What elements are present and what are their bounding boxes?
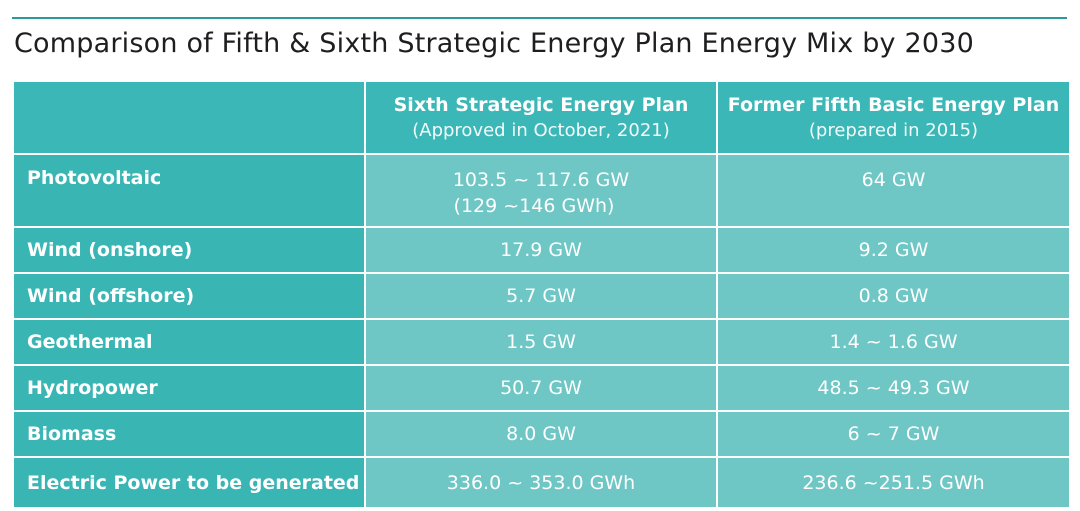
value-fifth-photovoltaic: 64 GW [718,155,1069,226]
row-label-wind-onshore: Wind (onshore) [14,228,364,272]
value-line: 17.9 GW [500,239,582,261]
column-subtitle-sixth: (Approved in October, 2021) [412,119,670,141]
row-label-geothermal: Geothermal [14,320,364,364]
value-sixth-wind-offshore: 5.7 GW [366,274,716,318]
top-rule [12,17,1067,19]
value-line: 5.7 GW [506,285,576,307]
value-sixth-hydropower: 50.7 GW [366,366,716,410]
row-label-biomass: Biomass [14,412,364,456]
value-sixth-geothermal: 1.5 GW [366,320,716,364]
value-fifth-geothermal: 1.4 ~ 1.6 GW [718,320,1069,364]
footnote-cropped [14,500,1064,511]
value-fifth-biomass: 6 ~ 7 GW [718,412,1069,456]
value-fifth-wind-onshore: 9.2 GW [718,228,1069,272]
column-title-fifth: Former Fifth Basic Energy Plan [727,93,1060,116]
value-fifth-hydropower: 48.5 ~ 49.3 GW [718,366,1069,410]
column-title-sixth: Sixth Strategic Energy Plan [393,93,689,116]
column-header-fifth: Former Fifth Basic Energy Plan (prepared… [718,82,1069,153]
column-subtitle-fifth: (prepared in 2015) [808,119,979,141]
header-corner [14,82,364,153]
value-fifth-wind-offshore: 0.8 GW [718,274,1069,318]
energy-mix-table: Sixth Strategic Energy Plan (Approved in… [14,82,1069,507]
value-sixth-electric-power-to-be-generated: 336.0 ~ 353.0 GWh [366,458,716,507]
value-line: 8.0 GW [506,423,576,445]
row-label-hydropower: Hydropower [14,366,364,410]
value-line: 103.5 ~ 117.6 GW [452,169,630,191]
value-fifth-electric-power-to-be-generated: 236.6 ~251.5 GWh [718,458,1069,507]
row-label-wind-offshore: Wind (offshore) [14,274,364,318]
value-line: 1.5 GW [506,331,576,353]
value-sixth-wind-onshore: 17.9 GW [366,228,716,272]
row-label-photovoltaic: Photovoltaic [14,155,364,226]
row-label-electric-power-to-be-generated: Electric Power to be generated [14,458,364,507]
value-sixth-photovoltaic: 103.5 ~ 117.6 GW (129 ~146 GWh) [366,155,716,226]
chart-title: Comparison of Fifth & Sixth Strategic En… [14,28,975,59]
column-header-sixth: Sixth Strategic Energy Plan (Approved in… [366,82,716,153]
value-sixth-biomass: 8.0 GW [366,412,716,456]
value-line: (129 ~146 GWh) [453,195,615,217]
value-line: 50.7 GW [500,377,582,399]
value-line: 336.0 ~ 353.0 GWh [446,471,636,494]
